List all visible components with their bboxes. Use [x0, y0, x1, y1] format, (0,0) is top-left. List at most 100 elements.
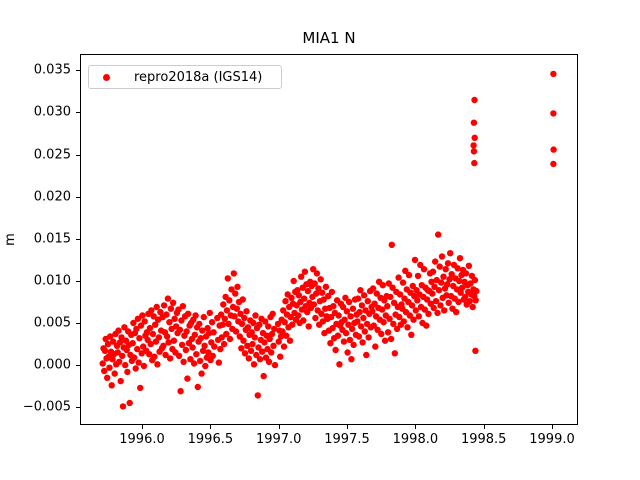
data-point	[151, 353, 158, 360]
data-point	[385, 280, 392, 287]
data-point	[298, 273, 305, 280]
y-tick-label: 0.030	[33, 104, 71, 120]
data-point	[359, 339, 366, 346]
data-point	[429, 290, 436, 297]
data-point	[228, 286, 235, 293]
data-point	[218, 334, 225, 341]
data-point	[454, 265, 461, 272]
data-point	[384, 329, 392, 336]
data-point	[189, 344, 196, 351]
data-point	[340, 338, 348, 345]
data-point	[350, 341, 357, 349]
data-point	[265, 323, 272, 330]
data-point	[197, 335, 204, 342]
data-point	[311, 280, 318, 287]
data-point	[312, 314, 319, 322]
data-point	[130, 319, 137, 327]
data-point	[388, 241, 395, 248]
data-point	[202, 362, 209, 370]
data-point	[225, 320, 232, 328]
data-point	[118, 334, 125, 341]
data-point	[295, 312, 302, 319]
data-point	[354, 295, 362, 302]
data-point	[266, 335, 273, 343]
data-point	[472, 297, 479, 304]
data-point	[131, 354, 138, 361]
data-point	[146, 351, 153, 358]
data-point	[199, 347, 207, 354]
data-point	[470, 119, 478, 126]
data-point	[374, 326, 381, 333]
data-point	[252, 312, 259, 319]
y-tick-mark	[76, 70, 80, 72]
data-point	[269, 310, 276, 317]
data-point	[196, 320, 203, 328]
y-tick-label: −0.005	[22, 399, 71, 415]
data-point	[329, 324, 336, 332]
data-point	[432, 298, 440, 305]
data-point	[381, 337, 389, 344]
data-point	[184, 375, 191, 382]
data-point	[349, 305, 357, 312]
data-point	[245, 355, 252, 362]
data-point	[191, 331, 198, 338]
data-point	[243, 308, 250, 315]
data-point	[160, 302, 168, 309]
data-point	[550, 110, 557, 117]
data-point	[412, 307, 419, 314]
x-tick-mark	[278, 425, 280, 429]
data-point	[332, 346, 339, 354]
data-point	[408, 302, 416, 309]
data-point	[319, 289, 326, 296]
y-tick-mark	[76, 154, 80, 156]
data-point	[421, 306, 428, 313]
legend-marker-dot	[103, 73, 110, 81]
x-tick-label: 1997.0	[255, 432, 302, 447]
data-point	[459, 284, 466, 291]
data-point	[414, 272, 422, 280]
data-point	[226, 297, 233, 304]
data-point	[232, 290, 239, 297]
data-point	[320, 296, 327, 303]
data-point	[425, 310, 432, 317]
data-point	[465, 262, 473, 269]
data-point	[110, 338, 117, 345]
data-point	[287, 313, 294, 321]
x-tick-mark	[483, 425, 485, 429]
data-point	[347, 313, 354, 320]
data-point	[208, 319, 216, 326]
data-point	[387, 335, 395, 343]
data-point	[147, 340, 154, 348]
data-point	[101, 367, 108, 375]
data-point	[116, 339, 124, 346]
data-point	[249, 340, 256, 348]
data-point	[471, 96, 478, 104]
data-point	[448, 271, 455, 278]
data-point	[119, 352, 126, 360]
data-point	[223, 307, 231, 314]
data-point	[184, 310, 192, 317]
data-point	[363, 351, 370, 359]
data-point	[221, 315, 228, 322]
data-point	[334, 332, 342, 339]
data-point	[348, 325, 356, 333]
y-tick-label: 0.020	[33, 189, 71, 205]
data-point	[244, 342, 251, 349]
data-point	[318, 310, 325, 317]
data-point	[241, 350, 249, 357]
data-point	[470, 142, 477, 149]
data-point	[444, 260, 452, 267]
data-point	[201, 342, 208, 349]
data-point	[149, 330, 157, 338]
data-point	[177, 388, 184, 395]
data-point	[435, 287, 443, 294]
data-point	[134, 315, 142, 322]
data-point	[166, 355, 174, 362]
x-tick-label: 1999.0	[529, 432, 575, 447]
data-point	[438, 253, 446, 260]
data-point	[358, 302, 366, 309]
y-tick-label: 0.000	[33, 357, 71, 373]
data-point	[148, 307, 155, 314]
data-point	[254, 392, 261, 399]
data-point	[357, 323, 365, 330]
